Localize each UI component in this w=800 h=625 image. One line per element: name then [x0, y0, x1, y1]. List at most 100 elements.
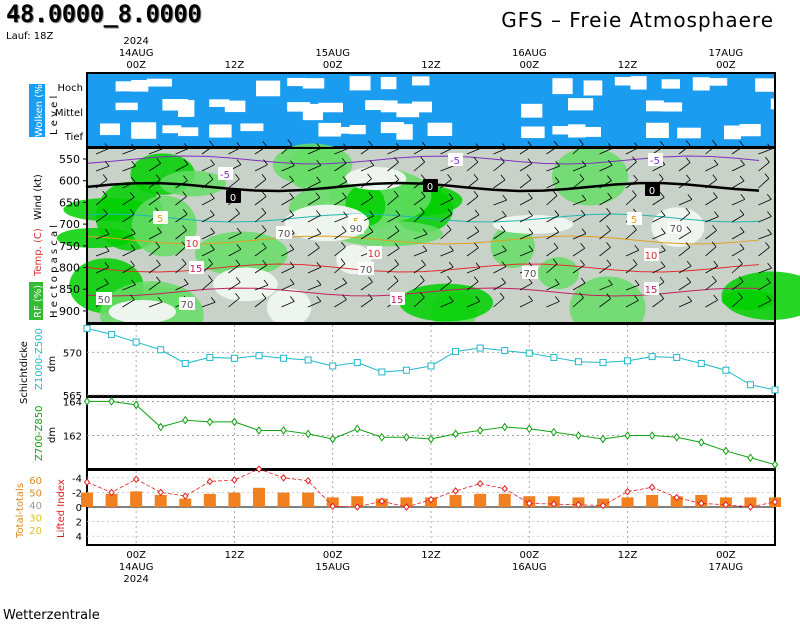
wind-barb-flag: [182, 209, 188, 215]
wind-barb-flag: [157, 296, 163, 303]
wind-barb-flag: [394, 225, 400, 232]
wind-barb: [493, 161, 505, 172]
wind-barb: [122, 299, 135, 308]
humidity-patch: [272, 143, 353, 186]
time-tick-bottom: 00Z: [126, 550, 146, 561]
y-tick-label: 565: [63, 391, 82, 402]
wind-barb-flag: [289, 261, 295, 268]
cloud-cover-block: [646, 100, 664, 112]
wind-barb-flag: [316, 210, 321, 216]
wind-barb-flag: [393, 275, 399, 282]
data-point: [648, 353, 656, 361]
wind-barb-flag: [155, 276, 161, 282]
data-point: [452, 429, 459, 439]
lifted-index-point: [501, 484, 508, 493]
wind-barb-flag: [738, 258, 743, 264]
thickness-850-panel: 162 164 Z700-Z850 dm: [34, 396, 779, 470]
data-point: [746, 381, 754, 389]
wind-barb: [572, 144, 584, 155]
wind-barb: [758, 161, 770, 172]
time-tick-top: 12Z: [421, 60, 441, 71]
wind-barb-flag: [475, 262, 481, 268]
cloud-cover-block: [162, 125, 182, 134]
wind-barb: [254, 264, 267, 274]
cloud-cover-block: [396, 124, 413, 140]
wind-barb: [95, 213, 108, 223]
pressure-tick-label: 700: [59, 218, 80, 231]
wind-barb: [201, 232, 215, 240]
wind-barb-flag: [713, 192, 718, 198]
wind-barb-flag: [552, 190, 558, 196]
wind-barb: [387, 230, 400, 240]
temperature-label-bg: [390, 292, 405, 305]
wind-barb-flag: [449, 296, 454, 302]
cloud-level-mid: Mittel: [55, 108, 83, 119]
wind-barb: [95, 195, 107, 206]
pressure-tick-label: 750: [59, 240, 80, 253]
cloud-cover-block: [209, 124, 232, 138]
wind-barb-flag: [262, 141, 268, 147]
wind-barb: [95, 233, 110, 240]
wind-barb-flag: [129, 208, 135, 215]
temperature-label-bg: [645, 183, 660, 196]
wind-barb: [625, 249, 639, 257]
wind-barb-flag: [606, 259, 612, 266]
time-date-bottom: 15AUG: [315, 562, 350, 573]
data-point: [402, 366, 410, 374]
lifted-index-point: [157, 488, 164, 497]
wind-barb-flag: [739, 243, 745, 250]
wind-barb-flag: [712, 139, 717, 146]
wind-barb-flag: [686, 174, 691, 181]
data-point: [624, 357, 632, 365]
temperature-label: -5: [220, 170, 230, 181]
wind-barb: [334, 197, 347, 206]
lifted-index-point: [329, 502, 336, 511]
wind-barb-flag: [420, 207, 425, 213]
cloud-cover-block: [224, 100, 246, 113]
wind-barb-flag: [554, 226, 560, 233]
temperature-label-bg: [189, 261, 204, 274]
data-point: [624, 431, 631, 440]
total-totals-bar: [646, 495, 659, 507]
wind-barb: [281, 266, 295, 274]
data-point: [305, 429, 312, 439]
cloud-cover-block: [427, 122, 453, 136]
wind-barb: [678, 212, 691, 223]
wind-barb-flag: [156, 158, 162, 164]
wind-barb: [387, 195, 399, 206]
temperature-label: 0: [427, 182, 433, 193]
data-point: [329, 434, 336, 444]
dry-patch: [345, 166, 407, 191]
wind-barb: [148, 301, 163, 308]
data-point: [255, 426, 263, 435]
lifted-index-point: [526, 499, 533, 508]
total-totals-bar: [228, 492, 241, 507]
wind-barb: [546, 181, 560, 189]
wind-barb: [334, 181, 348, 189]
wind-barb-flag: [686, 226, 692, 232]
wind-barb: [519, 163, 533, 172]
wind-barb: [281, 180, 294, 189]
wind-barb-flag: [659, 276, 665, 283]
data-point: [673, 353, 681, 361]
wind-barb-flag: [102, 174, 108, 180]
total-totals-bar: [449, 495, 462, 507]
wind-barb-flag: [420, 156, 426, 163]
wind-barb-flag: [208, 258, 213, 265]
wind-barb: [466, 161, 479, 172]
total-totals-tick: 20: [29, 526, 42, 537]
cloud-cover-block: [661, 102, 683, 112]
wind-barb: [493, 250, 507, 257]
wind-barb: [175, 230, 187, 240]
thickness-500-series-name: Z1000-Z500: [34, 328, 45, 390]
wind-barb-flag: [659, 192, 665, 198]
wind-barb: [175, 263, 187, 274]
time-tick-top: 00Z: [323, 60, 343, 71]
wind-barb-flag: [208, 174, 214, 180]
wind-barb-flag: [210, 193, 215, 199]
cloud-cover-block: [583, 126, 601, 137]
wind-barb-flag: [422, 245, 428, 251]
cloud-cover-block: [630, 76, 647, 90]
wind-barb: [413, 161, 425, 172]
